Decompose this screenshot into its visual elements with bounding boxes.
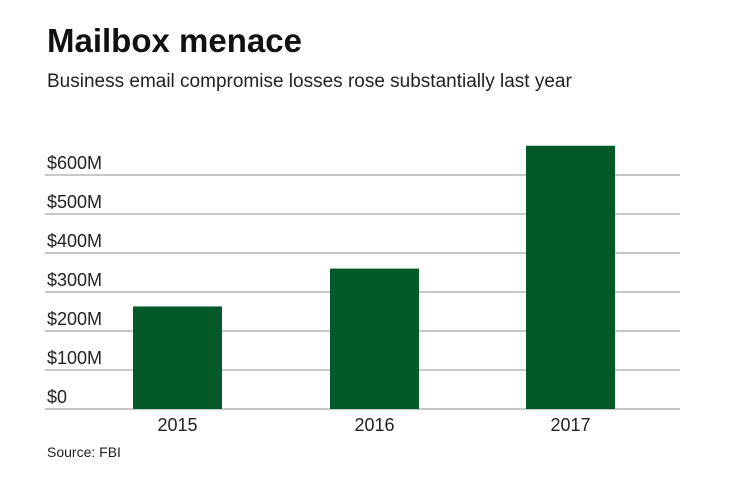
- bar-2016: [330, 268, 419, 409]
- bars: [133, 145, 615, 409]
- y-tick-label: $0: [47, 387, 67, 407]
- chart-title: Mailbox menace: [47, 22, 302, 59]
- bar-2015: [133, 306, 222, 409]
- y-tick-label: $200M: [47, 309, 102, 329]
- chart-subtitle: Business email compromise losses rose su…: [47, 71, 572, 92]
- y-tick-label: $100M: [47, 348, 102, 368]
- x-tick-label: 2015: [157, 415, 197, 435]
- x-tick-label: 2016: [354, 415, 394, 435]
- x-tick-label: 2017: [550, 415, 590, 435]
- y-tick-label: $500M: [47, 192, 102, 212]
- y-tick-label: $400M: [47, 231, 102, 251]
- x-axis-ticks: 2015 2016 2017: [157, 415, 590, 435]
- source-note: Source: FBI: [47, 444, 121, 460]
- y-tick-label: $600M: [47, 153, 102, 173]
- y-tick-label: $300M: [47, 270, 102, 290]
- y-axis-ticks: $0 $100M $200M $300M $400M $500M $600M: [47, 153, 102, 407]
- bar-2017: [526, 145, 615, 409]
